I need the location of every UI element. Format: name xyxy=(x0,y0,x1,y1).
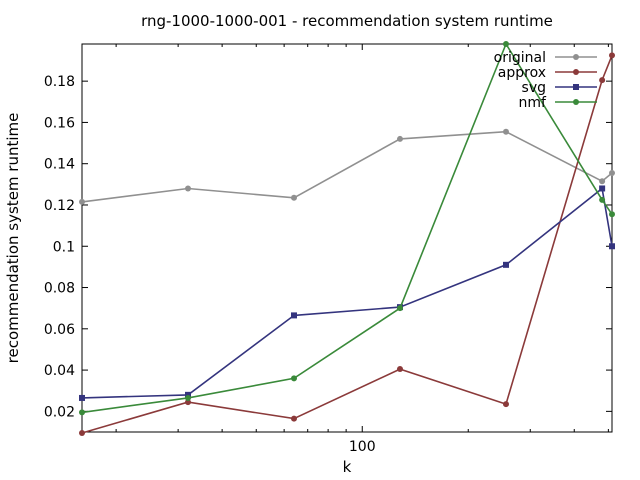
nmf-point xyxy=(291,375,297,382)
legend-marker-svg xyxy=(573,84,579,90)
series-original xyxy=(79,128,615,205)
y-tick-label: 0.02 xyxy=(44,404,75,420)
original-line xyxy=(81,130,613,203)
original-point xyxy=(599,178,606,185)
y-tick-label: 0.16 xyxy=(44,115,75,131)
series-nmf xyxy=(79,41,615,416)
svg-point xyxy=(185,391,191,398)
y-tick-label: 0.12 xyxy=(44,198,75,214)
approx-point xyxy=(609,52,615,59)
nmf-point xyxy=(185,394,191,401)
y-tick-label: 0.08 xyxy=(44,281,75,297)
y-tick-label: 0.1 xyxy=(53,239,75,255)
plot-frame xyxy=(81,43,613,433)
y-tick-label: 0.04 xyxy=(44,363,75,379)
approx-point xyxy=(599,77,606,84)
x-axis: 100 xyxy=(115,44,609,455)
original-point xyxy=(503,128,509,135)
svg-point xyxy=(79,394,85,401)
nmf-point xyxy=(397,305,403,312)
y-tick-label: 0.18 xyxy=(44,74,75,90)
nmf-point xyxy=(599,196,606,203)
svg-line xyxy=(81,187,613,399)
legend-marker-approx xyxy=(573,69,579,75)
chart-title: rng-1000-1000-001 - recommendation syste… xyxy=(141,12,553,30)
y-tick-label: 0.14 xyxy=(44,157,75,173)
approx-point xyxy=(291,415,297,422)
svg-point xyxy=(503,261,509,268)
original-point xyxy=(609,169,615,176)
legend-label-svg: svg xyxy=(522,80,546,96)
series-layer xyxy=(79,41,615,437)
original-point xyxy=(185,185,191,192)
svg-point xyxy=(291,312,297,319)
x-tick-label: 100 xyxy=(349,439,376,455)
nmf-point xyxy=(609,211,615,218)
series-svg xyxy=(79,185,615,401)
x-axis-label: k xyxy=(343,458,352,476)
series-approx xyxy=(79,52,615,437)
svg-point xyxy=(609,243,615,250)
svg-point xyxy=(599,185,606,192)
y-axis: 0.02 0.04 0.06 0.08 0.1 0.12 0.14 0.16 0.18 xyxy=(44,74,612,420)
original-point xyxy=(291,194,297,201)
approx-point xyxy=(397,366,403,373)
legend-marker-original xyxy=(573,54,579,60)
legend-marker-nmf xyxy=(573,99,579,105)
nmf-point xyxy=(79,409,85,416)
original-point xyxy=(397,135,403,142)
legend-label-approx: approx xyxy=(498,65,546,81)
original-point xyxy=(79,198,85,205)
y-tick-label: 0.06 xyxy=(44,322,75,338)
legend-label-original: original xyxy=(494,50,546,66)
y-axis-label: recommendation system runtime xyxy=(4,113,22,364)
approx-point xyxy=(503,401,509,408)
approx-point xyxy=(185,399,191,406)
nmf-point xyxy=(503,41,509,47)
approx-point xyxy=(79,430,85,437)
legend-label-nmf: nmf xyxy=(519,95,548,111)
